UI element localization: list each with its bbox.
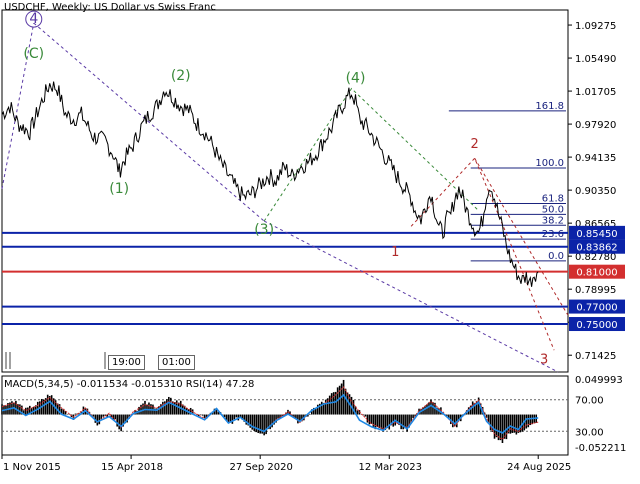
chart-title: USDCHF, Weekly: US Dollar vs Swiss Franc: [4, 2, 216, 13]
wave-label: (2): [171, 68, 191, 84]
fib-level-label: 50.0: [542, 204, 564, 215]
price-series-line: [1, 81, 539, 287]
wave-label-circle: [25, 10, 43, 28]
wave-label: 1: [391, 245, 399, 260]
time-tick-label: 1 Nov 2015: [3, 462, 61, 473]
level-tag-label: 0.77000: [576, 303, 617, 314]
fib-level-label: 161.8: [535, 101, 564, 112]
price-tick-label: 1.05490: [575, 54, 616, 65]
wave-projection: [474, 158, 569, 316]
time-tick-label: 15 Apr 2018: [101, 462, 163, 473]
price-tick-label: 0.78995: [575, 285, 616, 296]
level-tag: [569, 299, 625, 314]
fib-level-label: 23.6: [542, 229, 564, 240]
wave-label: 4: [29, 11, 38, 27]
wave-label: 3: [540, 352, 548, 367]
wave-trend-primary: [1, 22, 35, 189]
level-tag-label: 0.81000: [576, 268, 617, 279]
price-tick-label: 1.01705: [575, 87, 616, 98]
indicator-axis-label: 30.00: [575, 427, 604, 438]
time-tick-label: 24 Aug 2025: [507, 462, 571, 473]
wave-label: (4): [346, 70, 366, 86]
wave-trend-primary: [33, 22, 265, 222]
wave-label: (C): [23, 46, 44, 62]
indicator-title: MACD(5,34,5) -0.011534 -0.015310 RSI(14)…: [4, 379, 255, 390]
indicator-frame: [1, 375, 569, 456]
price-tick-label: 0.86565: [575, 219, 616, 230]
level-tag: [569, 264, 625, 279]
wave-label: (3): [254, 222, 274, 238]
channel-lower-line: [263, 220, 559, 373]
time-tick-label: 27 Sep 2020: [229, 462, 292, 473]
wave-label: (1): [109, 181, 129, 197]
fib-level-label: 38.2: [542, 215, 564, 226]
wave-projection: [410, 157, 555, 351]
level-tag: [569, 225, 625, 240]
wave-label: 2: [471, 137, 479, 152]
level-tag-label: 0.85450: [576, 229, 617, 240]
fib-level-label: 100.0: [535, 158, 564, 169]
indicator-axis-label: 70.00: [575, 396, 604, 407]
level-tag: [569, 317, 625, 332]
price-tick-label: 0.82780: [575, 252, 616, 263]
price-tick-label: 0.71425: [575, 351, 616, 362]
indicator-axis-label: -0.052211: [575, 443, 626, 454]
wave-trend-minor: [263, 87, 479, 222]
level-tag-label: 0.83862: [576, 243, 617, 254]
main-chart-frame: [1, 9, 569, 373]
indicator-axis-label: 0.049993: [575, 375, 623, 386]
rsi-line: [1, 393, 539, 434]
price-tick-label: 0.97920: [575, 120, 616, 131]
level-tag-label: 0.75000: [576, 320, 617, 331]
level-tag: [569, 239, 625, 254]
fib-level-label: 61.8: [542, 193, 564, 204]
price-tick-label: 0.90350: [575, 186, 616, 197]
price-tick-label: 1.09275: [575, 21, 616, 32]
fib-level-label: 0.0: [548, 251, 564, 262]
time-tick-label: 12 Mar 2023: [359, 462, 422, 473]
time-tag-1[interactable]: 19:00: [108, 355, 145, 370]
price-tick-label: 0.94135: [575, 153, 616, 164]
time-tag-2[interactable]: 01:00: [158, 355, 195, 370]
